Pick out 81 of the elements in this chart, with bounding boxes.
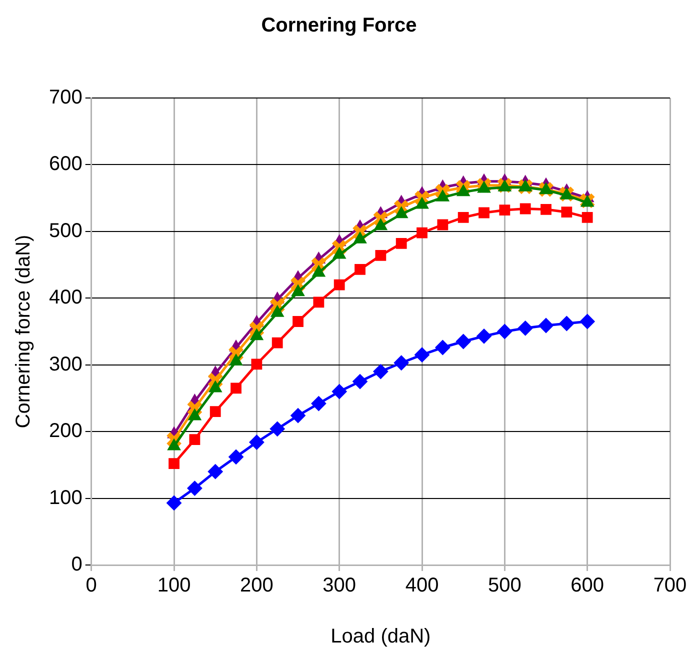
- x-tick-label: 500: [488, 574, 522, 597]
- point: [228, 449, 244, 464]
- point: [435, 340, 450, 356]
- point: [166, 495, 182, 510]
- point: [168, 458, 180, 470]
- point: [436, 190, 450, 202]
- point: [478, 207, 490, 218]
- point: [456, 334, 471, 350]
- point: [456, 184, 470, 196]
- point: [230, 382, 242, 394]
- y-tick-label: 300: [48, 353, 82, 376]
- point: [415, 197, 429, 209]
- x-tick-label: 700: [653, 574, 687, 597]
- point: [210, 406, 221, 418]
- point: [517, 178, 534, 195]
- x-tick-label: 100: [157, 574, 191, 597]
- point: [208, 380, 222, 392]
- point: [518, 180, 532, 192]
- point: [187, 480, 202, 496]
- point: [270, 421, 285, 436]
- x-tick-label: 300: [322, 574, 356, 597]
- point: [499, 204, 510, 216]
- x-tick-label: 600: [570, 574, 604, 597]
- x-tick-label: 0: [86, 574, 97, 597]
- point: [292, 316, 304, 327]
- point: [437, 219, 448, 230]
- point: [538, 181, 554, 198]
- point: [311, 396, 326, 412]
- y-tick-label: 400: [48, 286, 82, 309]
- y-tick-label: 500: [48, 220, 82, 242]
- point: [561, 206, 572, 218]
- y-tick-label: 200: [48, 420, 82, 442]
- point: [270, 305, 284, 317]
- point: [539, 182, 553, 194]
- y-tick-label: 600: [48, 153, 82, 176]
- point: [352, 374, 368, 390]
- point: [396, 238, 407, 249]
- point: [559, 316, 574, 331]
- point: [354, 264, 366, 275]
- point: [518, 320, 533, 336]
- point: [497, 324, 512, 339]
- point: [416, 227, 428, 238]
- point: [580, 314, 595, 329]
- point: [272, 337, 283, 348]
- point: [208, 464, 223, 480]
- y-tick-label: 700: [48, 86, 82, 109]
- y-tick-label: 0: [71, 554, 82, 576]
- point: [540, 204, 552, 215]
- point: [249, 434, 264, 450]
- point: [251, 358, 262, 370]
- point: [375, 250, 386, 261]
- point: [477, 181, 491, 193]
- point: [291, 284, 305, 296]
- point: [189, 434, 200, 446]
- x-axis-title: Load (daN): [330, 626, 431, 648]
- point: [373, 364, 388, 380]
- point: [229, 354, 243, 366]
- point: [312, 265, 326, 277]
- point: [374, 218, 388, 230]
- y-tick-label: 100: [48, 486, 82, 509]
- point: [560, 188, 574, 200]
- point: [558, 186, 575, 202]
- y-axis-title: Cornering force (daN): [12, 234, 35, 428]
- point: [353, 232, 367, 244]
- point: [414, 347, 430, 362]
- point: [334, 279, 345, 290]
- point: [520, 203, 531, 214]
- point: [332, 384, 347, 400]
- point: [332, 247, 346, 259]
- x-tick-label: 200: [240, 574, 274, 597]
- point: [313, 296, 324, 308]
- point: [394, 355, 409, 370]
- point: [394, 206, 408, 218]
- point: [458, 212, 469, 223]
- point: [582, 212, 593, 223]
- point: [250, 328, 264, 340]
- x-tick-label: 400: [405, 574, 439, 597]
- point: [290, 408, 306, 424]
- point: [538, 318, 554, 333]
- point: [476, 328, 492, 344]
- chart-title: Cornering Force: [261, 14, 417, 37]
